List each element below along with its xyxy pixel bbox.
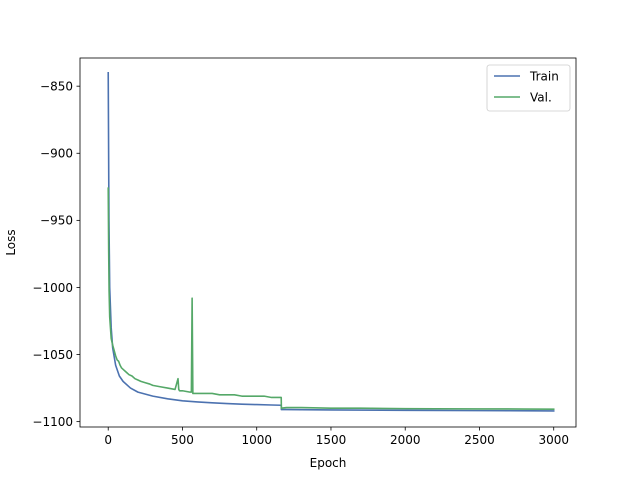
x-tick-label: 500: [171, 433, 194, 447]
legend-label: Train: [529, 69, 559, 83]
axes-frame: [79, 57, 577, 428]
legend: Train Val.: [486, 64, 571, 112]
x-tick-label: 1500: [316, 433, 347, 447]
legend-label: Val.: [530, 90, 552, 104]
y-tick-label: −850: [40, 79, 73, 93]
y-tick-label: −1000: [32, 281, 73, 295]
x-tick-label: 2000: [390, 433, 421, 447]
x-tick-label: 3000: [538, 433, 569, 447]
y-tick-label: −950: [40, 214, 73, 228]
y-tick-label: −1100: [32, 415, 73, 429]
series-line-val: [107, 187, 555, 410]
y-axis: −850 −900 −950 −1000 −1050 −1100: [32, 79, 80, 429]
series-layer: [107, 71, 555, 412]
x-tick-label: 1000: [241, 433, 272, 447]
x-axis: 0 500 1000 1500 2000 2500 3000: [104, 427, 569, 447]
y-tick-label: −1050: [32, 348, 73, 362]
y-tick-label: −900: [40, 147, 73, 161]
x-tick-label: 2500: [464, 433, 495, 447]
x-tick-label: 0: [104, 433, 112, 447]
series-line-train: [107, 71, 555, 412]
y-axis-label: Loss: [4, 229, 18, 255]
x-axis-label: Epoch: [310, 456, 347, 470]
